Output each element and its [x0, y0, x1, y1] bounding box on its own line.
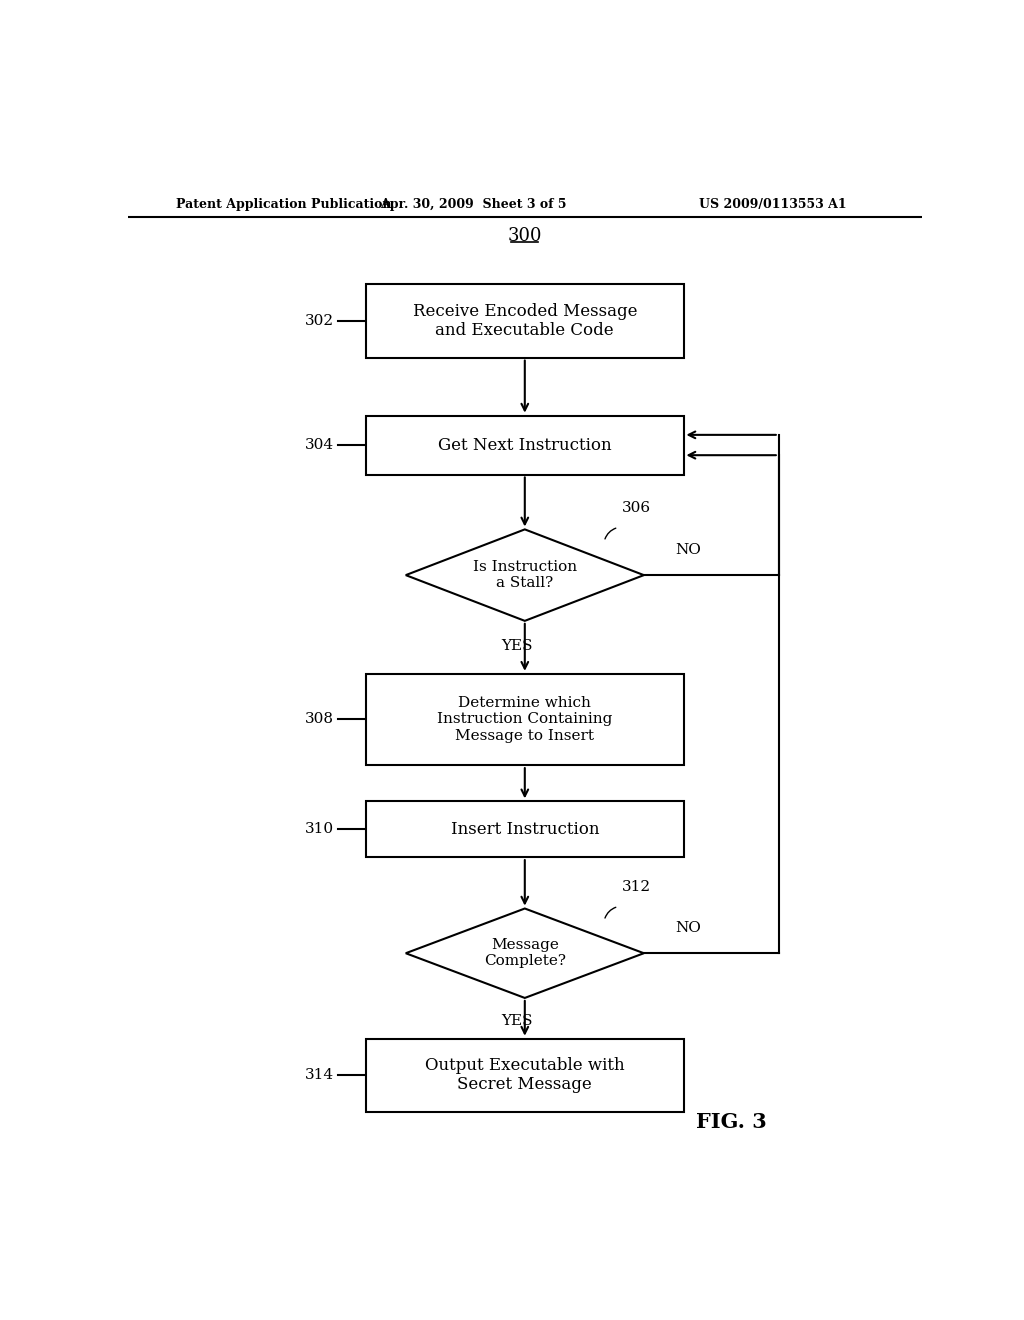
FancyBboxPatch shape — [367, 1039, 684, 1111]
Text: Receive Encoded Message
and Executable Code: Receive Encoded Message and Executable C… — [413, 302, 637, 339]
Polygon shape — [406, 529, 644, 620]
Text: Insert Instruction: Insert Instruction — [451, 821, 599, 838]
FancyBboxPatch shape — [367, 416, 684, 474]
Text: 302: 302 — [305, 314, 334, 329]
Text: 304: 304 — [305, 438, 334, 451]
Text: 314: 314 — [305, 1068, 334, 1082]
Text: Message
Complete?: Message Complete? — [483, 939, 566, 969]
Text: Output Executable with
Secret Message: Output Executable with Secret Message — [425, 1057, 625, 1093]
Text: NO: NO — [676, 543, 701, 557]
FancyBboxPatch shape — [367, 801, 684, 857]
Text: FIG. 3: FIG. 3 — [695, 1111, 767, 1133]
Text: YES: YES — [501, 1014, 532, 1028]
Text: Patent Application Publication: Patent Application Publication — [176, 198, 391, 211]
Text: Apr. 30, 2009  Sheet 3 of 5: Apr. 30, 2009 Sheet 3 of 5 — [380, 198, 566, 211]
FancyBboxPatch shape — [367, 673, 684, 766]
Text: 308: 308 — [305, 713, 334, 726]
Text: Get Next Instruction: Get Next Instruction — [438, 437, 611, 454]
Text: Determine which
Instruction Containing
Message to Insert: Determine which Instruction Containing M… — [437, 696, 612, 743]
Text: 310: 310 — [305, 822, 334, 837]
Text: YES: YES — [501, 639, 532, 653]
Polygon shape — [406, 908, 644, 998]
Text: 306: 306 — [622, 502, 650, 515]
Text: Is Instruction
a Stall?: Is Instruction a Stall? — [473, 560, 577, 590]
Text: 300: 300 — [508, 227, 542, 244]
Text: NO: NO — [676, 921, 701, 935]
Text: US 2009/0113553 A1: US 2009/0113553 A1 — [699, 198, 847, 211]
Text: 312: 312 — [622, 880, 650, 894]
FancyBboxPatch shape — [367, 284, 684, 358]
